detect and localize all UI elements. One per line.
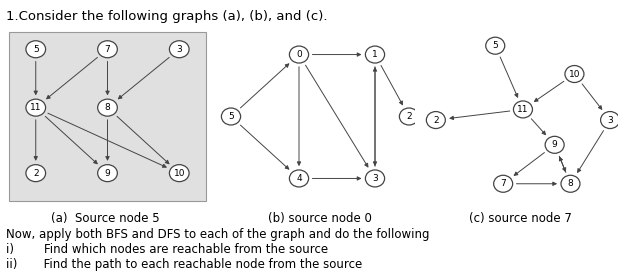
Text: 9: 9 xyxy=(552,140,557,149)
Text: 5: 5 xyxy=(493,41,498,50)
Text: (b) source node 0: (b) source node 0 xyxy=(268,212,372,225)
Circle shape xyxy=(561,175,580,192)
Text: 5: 5 xyxy=(33,45,39,54)
Text: 0: 0 xyxy=(296,50,302,59)
Circle shape xyxy=(486,37,504,54)
Text: 10: 10 xyxy=(569,70,580,79)
Circle shape xyxy=(98,165,118,182)
Text: 11: 11 xyxy=(518,105,529,114)
Circle shape xyxy=(545,136,564,153)
Circle shape xyxy=(365,170,384,187)
Text: 4: 4 xyxy=(296,174,302,183)
Circle shape xyxy=(98,41,118,58)
Text: (a)  Source node 5: (a) Source node 5 xyxy=(50,212,159,225)
Circle shape xyxy=(98,99,118,116)
Text: 7: 7 xyxy=(104,45,110,54)
Circle shape xyxy=(26,165,45,182)
Text: i)        Find which nodes are reachable from the source: i) Find which nodes are reachable from t… xyxy=(6,243,328,256)
Text: 2: 2 xyxy=(433,116,439,125)
Circle shape xyxy=(221,108,241,125)
Circle shape xyxy=(169,165,189,182)
Text: 5: 5 xyxy=(228,112,234,121)
Text: (c) source node 7: (c) source node 7 xyxy=(468,212,572,225)
Text: 9: 9 xyxy=(104,169,110,178)
Text: 3: 3 xyxy=(177,45,182,54)
Circle shape xyxy=(169,41,189,58)
FancyBboxPatch shape xyxy=(9,32,206,202)
Circle shape xyxy=(513,101,532,118)
Text: 8: 8 xyxy=(568,179,573,188)
Text: 2: 2 xyxy=(33,169,39,178)
Circle shape xyxy=(365,46,384,63)
Text: 7: 7 xyxy=(500,179,506,188)
Text: 1: 1 xyxy=(372,50,378,59)
Text: 1.Consider the following graphs (a), (b), and (c).: 1.Consider the following graphs (a), (b)… xyxy=(6,10,328,23)
Text: ii)       Find the path to each reachable node from the source: ii) Find the path to each reachable node… xyxy=(6,258,362,271)
Circle shape xyxy=(26,99,45,116)
Text: 11: 11 xyxy=(30,103,42,112)
Circle shape xyxy=(26,41,45,58)
Circle shape xyxy=(494,175,513,192)
Circle shape xyxy=(565,66,584,82)
Text: 2: 2 xyxy=(406,112,412,121)
Text: 8: 8 xyxy=(104,103,110,112)
Circle shape xyxy=(601,112,620,129)
Text: 10: 10 xyxy=(174,169,185,178)
Text: Now, apply both BFS and DFS to each of the graph and do the following: Now, apply both BFS and DFS to each of t… xyxy=(6,228,430,241)
Circle shape xyxy=(289,170,309,187)
Circle shape xyxy=(399,108,419,125)
Circle shape xyxy=(289,46,309,63)
Text: 3: 3 xyxy=(607,116,613,125)
Circle shape xyxy=(426,112,445,129)
Text: 3: 3 xyxy=(372,174,378,183)
